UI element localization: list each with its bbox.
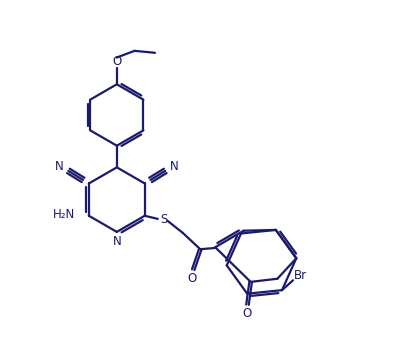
Text: S: S: [160, 213, 167, 226]
Text: O: O: [188, 272, 197, 285]
Text: O: O: [112, 55, 121, 68]
Text: O: O: [243, 307, 252, 320]
Text: N: N: [113, 235, 121, 248]
Text: Br: Br: [293, 269, 307, 282]
Text: N: N: [169, 160, 178, 173]
Text: N: N: [55, 160, 64, 173]
Text: H₂N: H₂N: [53, 208, 75, 221]
